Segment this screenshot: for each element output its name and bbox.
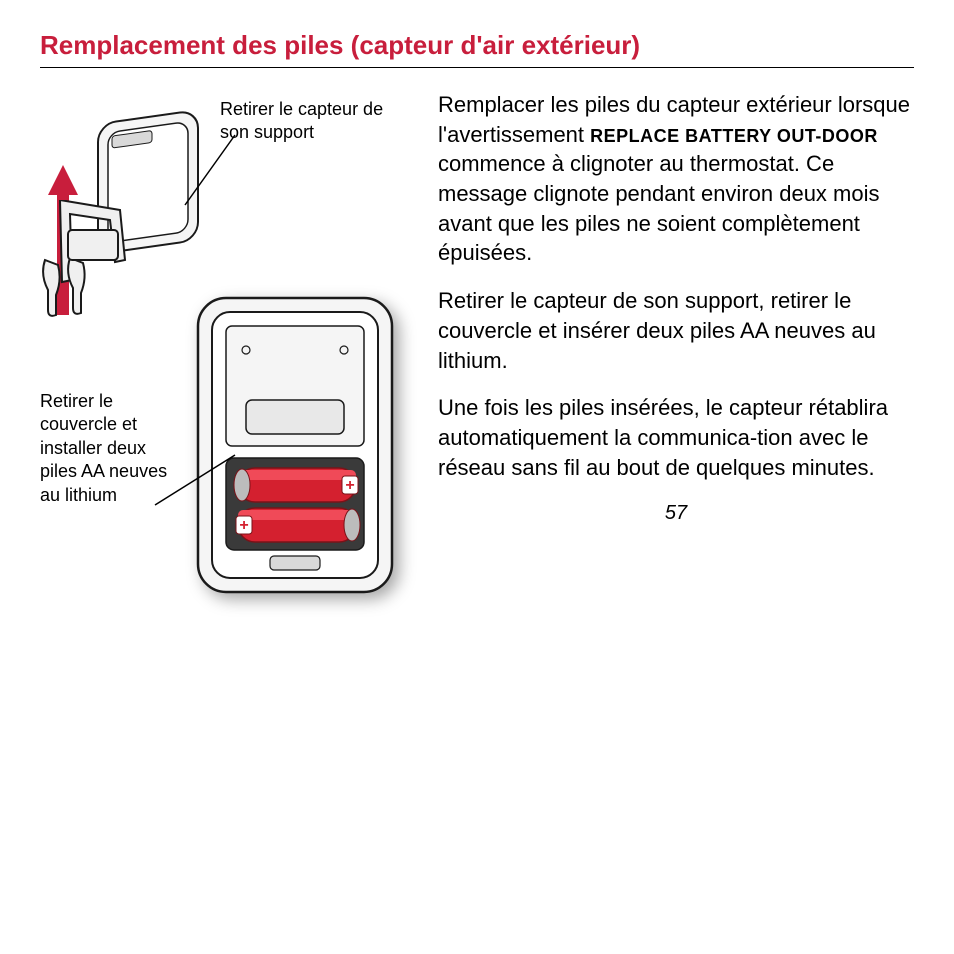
page-heading: Remplacement des piles (capteur d'air ex… <box>40 30 914 68</box>
sensor-batteries-illustration: + + <box>190 290 400 600</box>
content-row: + + Retirer le capteur de son support Re… <box>40 90 914 620</box>
bracket-illustration <box>40 200 130 320</box>
svg-text:+: + <box>345 477 354 494</box>
svg-text:+: + <box>239 517 248 534</box>
diagram-area: + + Retirer le capteur de son support Re… <box>40 90 410 620</box>
paragraph-2: Retirer le capteur de son support, retir… <box>438 286 914 375</box>
caption-insert-batteries: Retirer le couvercle et installer deux p… <box>40 390 180 507</box>
body-text-column: Remplacer les piles du capteur extérieur… <box>438 90 914 620</box>
battery-1-icon: + <box>234 468 358 502</box>
diagram-column: + + Retirer le capteur de son support Re… <box>40 90 410 620</box>
paragraph-1: Remplacer les piles du capteur extérieur… <box>438 90 914 268</box>
warning-message-label: REPLACE BATTERY OUT-DOOR <box>590 126 878 146</box>
battery-2-icon: + <box>236 508 360 542</box>
caption-remove-holder: Retirer le capteur de son support <box>220 98 390 145</box>
page-number: 57 <box>438 500 914 527</box>
p1-part-b: commence à clignoter au thermostat. Ce m… <box>438 151 880 265</box>
paragraph-3: Une fois les piles insérées, le capteur … <box>438 393 914 482</box>
